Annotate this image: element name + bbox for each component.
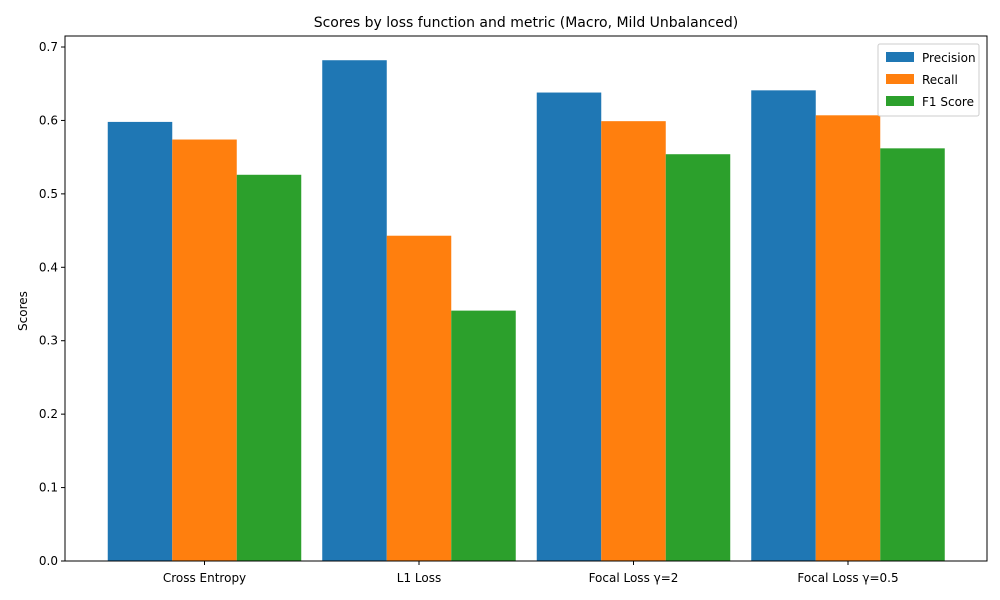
y-tick-label: 0.3 — [39, 334, 58, 348]
bar-recall-2 — [386, 235, 452, 561]
bar-precision-2 — [322, 60, 387, 561]
x-tick-label: Focal Loss γ=2 — [589, 571, 679, 585]
bar-f1-score-1 — [236, 174, 302, 561]
bars-group — [107, 60, 945, 562]
bar-precision-3 — [536, 92, 602, 561]
bar-f1-score-4 — [880, 148, 945, 561]
y-tick-label: 0.5 — [39, 187, 58, 201]
x-axis: Cross Entropy L1 Loss Focal Loss γ=2 Focal … — [163, 561, 899, 585]
y-tick-label: 0.6 — [39, 113, 58, 127]
x-tick-label: Focal Loss γ=0.5 — [797, 571, 898, 585]
plot-frame — [64, 35, 988, 562]
legend-label: Recall — [922, 73, 958, 87]
bar-recall-1 — [172, 139, 237, 561]
y-tick-label: 0.2 — [39, 407, 58, 421]
x-tick-label: Cross Entropy — [163, 571, 246, 585]
chart-title: Scores by loss function and metric (Macr… — [314, 15, 739, 31]
bar-f1-score-3 — [665, 154, 731, 561]
y-tick-label: 0.7 — [39, 40, 58, 54]
x-tick-label: L1 Loss — [397, 571, 441, 585]
legend: Precision Recall F1 Score — [877, 43, 980, 117]
bar-recall-3 — [601, 121, 666, 562]
legend-swatch — [886, 74, 914, 84]
bar-f1-score-2 — [451, 310, 516, 561]
bar-recall-4 — [815, 115, 881, 562]
y-axis-label: Scores — [16, 291, 30, 331]
legend-swatch — [886, 52, 914, 62]
y-axis: 0.0 0.1 0.2 0.3 0.4 0.5 0.6 0.7 — [39, 40, 65, 568]
legend-label: F1 Score — [922, 95, 974, 109]
bar-precision-4 — [751, 90, 816, 561]
legend-swatch — [886, 96, 914, 106]
legend-label: Precision — [922, 51, 976, 65]
bar-precision-1 — [107, 121, 173, 561]
y-tick-label: 0.0 — [39, 554, 58, 568]
y-tick-label: 0.4 — [39, 260, 58, 274]
y-tick-label: 0.1 — [39, 481, 58, 495]
